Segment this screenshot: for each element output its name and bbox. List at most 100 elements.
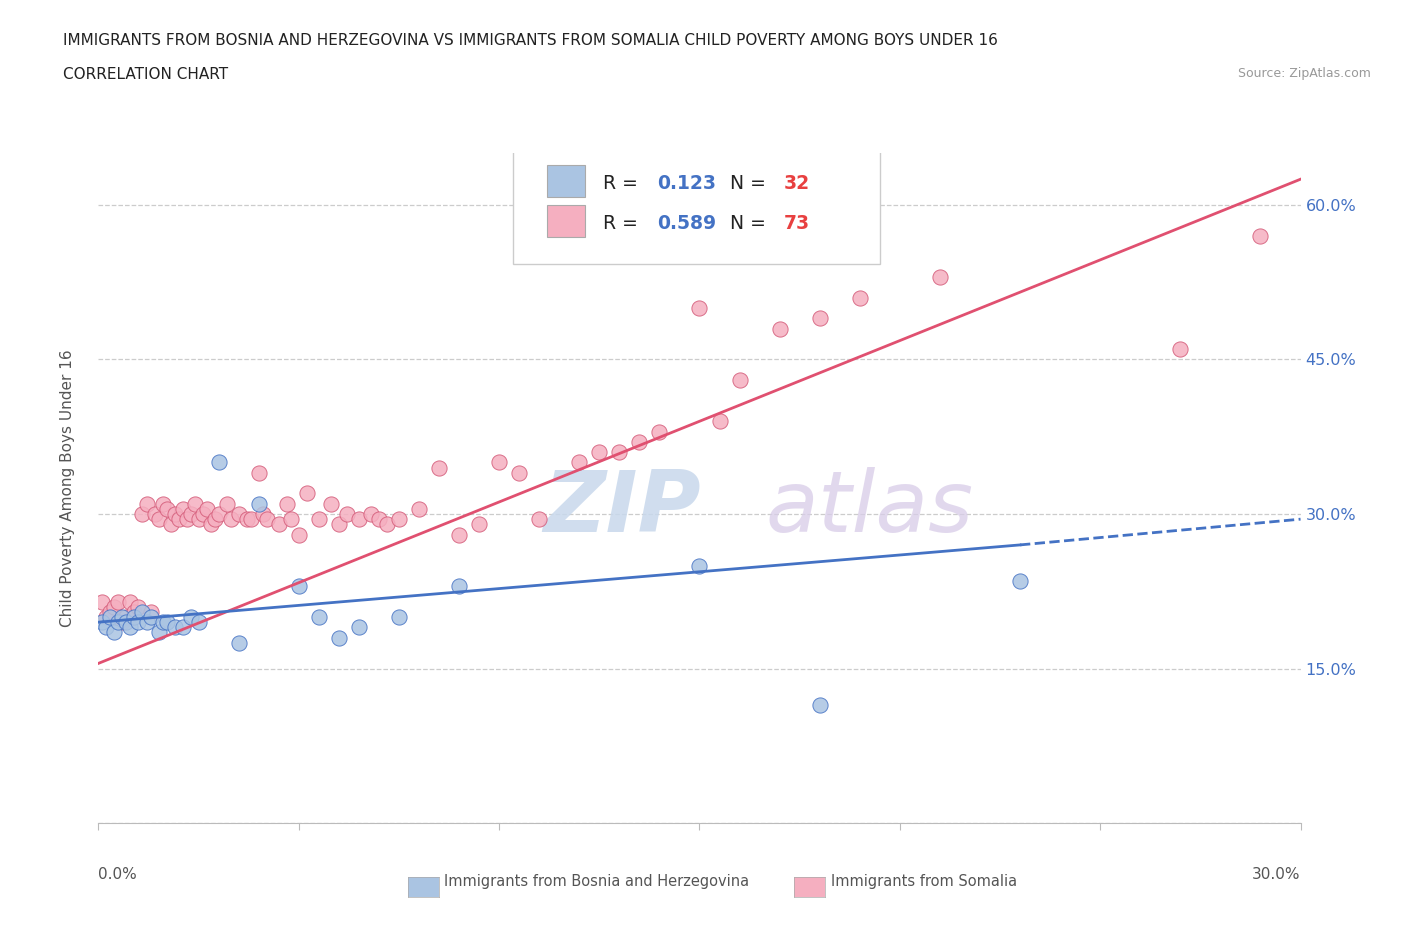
Point: [328, 517, 350, 532]
Point: [107, 615, 129, 630]
Point: [100, 609, 122, 624]
Text: atlas: atlas: [766, 467, 973, 550]
Point: [408, 501, 430, 516]
Point: [91, 615, 114, 630]
Point: [648, 424, 671, 439]
Point: [208, 455, 231, 470]
Point: [96, 609, 118, 624]
Point: [388, 512, 411, 526]
Point: [488, 455, 510, 470]
Point: [135, 615, 157, 630]
Text: CORRELATION CHART: CORRELATION CHART: [63, 67, 228, 82]
Point: [111, 609, 134, 624]
Point: [228, 635, 250, 650]
Point: [91, 594, 114, 609]
Point: [131, 507, 153, 522]
Point: [208, 507, 231, 522]
Point: [195, 501, 218, 516]
Point: [180, 609, 202, 624]
Point: [368, 512, 391, 526]
Point: [124, 609, 146, 624]
Point: [247, 465, 270, 480]
Point: [120, 594, 142, 609]
Point: [128, 599, 150, 614]
Point: [103, 625, 125, 640]
Point: [115, 615, 138, 630]
Text: Immigrants from Somalia: Immigrants from Somalia: [831, 874, 1017, 889]
Point: [360, 507, 382, 522]
Text: Immigrants from Bosnia and Herzegovina: Immigrants from Bosnia and Herzegovina: [444, 874, 749, 889]
Point: [1170, 341, 1192, 356]
Point: [447, 578, 470, 593]
Point: [447, 527, 470, 542]
Point: [709, 414, 731, 429]
Point: [159, 517, 181, 532]
Point: [929, 270, 952, 285]
Point: [235, 512, 257, 526]
Text: ZIP: ZIP: [543, 467, 700, 550]
Text: IMMIGRANTS FROM BOSNIA AND HERZEGOVINA VS IMMIGRANTS FROM SOMALIA CHILD POVERTY : IMMIGRANTS FROM BOSNIA AND HERZEGOVINA V…: [63, 33, 998, 47]
Text: 0.123: 0.123: [658, 174, 717, 193]
Point: [280, 512, 302, 526]
Point: [689, 558, 711, 573]
Point: [288, 527, 311, 542]
Point: [239, 512, 262, 526]
Point: [276, 497, 298, 512]
Text: 73: 73: [783, 214, 810, 233]
Point: [191, 507, 214, 522]
Point: [215, 497, 238, 512]
Point: [319, 497, 342, 512]
Point: [568, 455, 591, 470]
FancyBboxPatch shape: [513, 147, 880, 264]
Point: [180, 507, 202, 522]
Point: [728, 373, 751, 388]
Text: Source: ZipAtlas.com: Source: ZipAtlas.com: [1237, 67, 1371, 80]
Point: [808, 311, 831, 325]
Point: [143, 507, 166, 522]
Point: [139, 609, 162, 624]
Point: [167, 512, 190, 526]
Text: R =: R =: [603, 214, 644, 233]
Point: [187, 615, 209, 630]
Point: [588, 445, 610, 459]
Point: [308, 609, 330, 624]
Point: [1010, 574, 1032, 589]
Text: 30.0%: 30.0%: [1253, 867, 1301, 882]
Point: [252, 507, 274, 522]
Point: [529, 512, 551, 526]
Point: [336, 507, 359, 522]
Point: [347, 620, 370, 635]
Point: [689, 300, 711, 315]
Point: [172, 620, 194, 635]
Point: [176, 512, 198, 526]
Point: [769, 321, 792, 336]
Point: [628, 434, 651, 449]
Text: N =: N =: [730, 174, 772, 193]
Point: [124, 604, 146, 619]
Point: [152, 497, 174, 512]
Point: [228, 507, 250, 522]
Point: [388, 609, 411, 624]
Point: [288, 578, 311, 593]
Point: [295, 486, 318, 501]
Point: [187, 512, 209, 526]
Point: [347, 512, 370, 526]
Point: [468, 517, 491, 532]
Point: [849, 290, 872, 305]
Point: [163, 620, 186, 635]
Text: 0.0%: 0.0%: [98, 867, 138, 882]
Text: N =: N =: [730, 214, 772, 233]
Point: [139, 604, 162, 619]
Point: [148, 625, 170, 640]
Point: [267, 517, 290, 532]
Point: [172, 501, 194, 516]
Point: [152, 615, 174, 630]
Point: [155, 615, 177, 630]
FancyBboxPatch shape: [547, 165, 585, 197]
Point: [115, 609, 138, 624]
Point: [609, 445, 631, 459]
Point: [427, 460, 450, 475]
Point: [247, 497, 270, 512]
Point: [148, 512, 170, 526]
Point: [96, 620, 118, 635]
